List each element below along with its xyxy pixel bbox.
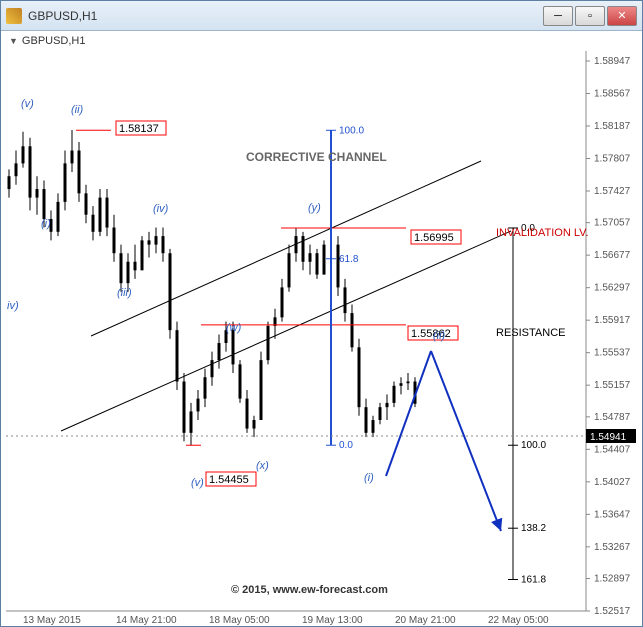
svg-text:(i): (i) — [364, 472, 374, 484]
svg-text:(y): (y) — [308, 202, 321, 214]
svg-text:20 May 21:00: 20 May 21:00 — [395, 615, 456, 626]
chart-area[interactable]: ▼ GBPUSD,H1 1.589471.585671.581871.57807… — [1, 31, 642, 626]
svg-text:1.54941: 1.54941 — [590, 432, 627, 443]
chart-window: GBPUSD,H1 ─ ▫ ✕ ▼ GBPUSD,H1 1.589471.585… — [0, 0, 643, 627]
svg-text:1.54027: 1.54027 — [594, 477, 631, 488]
svg-text:(x): (x) — [256, 460, 269, 472]
svg-text:1.52517: 1.52517 — [594, 606, 631, 617]
svg-text:19 May 13:00: 19 May 13:00 — [302, 615, 363, 626]
svg-text:1.53647: 1.53647 — [594, 509, 631, 520]
svg-text:1.56677: 1.56677 — [594, 250, 631, 261]
svg-text:22 May 05:00: 22 May 05:00 — [488, 615, 549, 626]
svg-text:1.55157: 1.55157 — [594, 380, 631, 391]
titlebar[interactable]: GBPUSD,H1 ─ ▫ ✕ — [1, 1, 642, 31]
svg-text:61.8: 61.8 — [339, 254, 359, 265]
chart-svg: 1.58947 1.58567 1.58187 1.57807 1.57427 1.570… — [1, 31, 642, 626]
svg-text:100.0: 100.0 — [339, 125, 364, 136]
window-title: GBPUSD,H1 — [28, 9, 97, 23]
svg-text:18 May 05:00: 18 May 05:00 — [209, 615, 270, 626]
svg-text:(v): (v) — [191, 477, 204, 489]
svg-text:1.55917: 1.55917 — [594, 315, 631, 326]
svg-text:1.57057: 1.57057 — [594, 218, 631, 229]
svg-text:138.2: 138.2 — [521, 523, 546, 534]
svg-text:1.52897: 1.52897 — [594, 573, 631, 584]
maximize-button[interactable]: ▫ — [575, 6, 605, 26]
svg-text:1.58947: 1.58947 — [594, 56, 631, 67]
svg-text:(ii): (ii) — [71, 104, 84, 116]
svg-text:0.0: 0.0 — [339, 440, 353, 451]
svg-text:iv): iv) — [7, 300, 19, 312]
svg-text:161.8: 161.8 — [521, 575, 546, 586]
svg-text:1.55537: 1.55537 — [594, 348, 631, 359]
svg-text:(i): (i) — [41, 218, 51, 230]
svg-text:1.53267: 1.53267 — [594, 542, 631, 553]
svg-text:1.58137: 1.58137 — [119, 123, 159, 135]
title-left: GBPUSD,H1 — [6, 8, 97, 24]
svg-text:1.57427: 1.57427 — [594, 186, 631, 197]
svg-text:1.58187: 1.58187 — [594, 121, 631, 132]
close-button[interactable]: ✕ — [607, 6, 637, 26]
svg-text:1.54787: 1.54787 — [594, 412, 631, 423]
minimize-button[interactable]: ─ — [543, 6, 573, 26]
svg-text:(iii): (iii) — [117, 287, 132, 299]
svg-text:(ii): (ii) — [433, 330, 446, 342]
svg-text:INVALIDATION LV.: INVALIDATION LV. — [496, 227, 589, 239]
window-controls: ─ ▫ ✕ — [543, 6, 637, 26]
svg-text:1.56995: 1.56995 — [414, 232, 454, 244]
svg-text:100.0: 100.0 — [521, 440, 546, 451]
svg-text:(w): (w) — [226, 322, 242, 334]
app-icon — [6, 8, 22, 24]
svg-text:CORRECTIVE CHANNEL: CORRECTIVE CHANNEL — [246, 150, 387, 164]
svg-text:(v): (v) — [21, 98, 34, 110]
svg-text:1.58567: 1.58567 — [594, 89, 631, 100]
svg-text:14 May 21:00: 14 May 21:00 — [116, 615, 177, 626]
svg-text:(iv): (iv) — [153, 203, 169, 215]
svg-text:1.56297: 1.56297 — [594, 283, 631, 294]
svg-text:1.54455: 1.54455 — [209, 474, 249, 486]
svg-text:13 May 2015: 13 May 2015 — [23, 615, 81, 626]
svg-text:1.57807: 1.57807 — [594, 154, 631, 165]
svg-text:RESISTANCE: RESISTANCE — [496, 327, 565, 339]
svg-text:1.54407: 1.54407 — [594, 444, 631, 455]
svg-text:© 2015, www.ew-forecast.com: © 2015, www.ew-forecast.com — [231, 584, 388, 596]
